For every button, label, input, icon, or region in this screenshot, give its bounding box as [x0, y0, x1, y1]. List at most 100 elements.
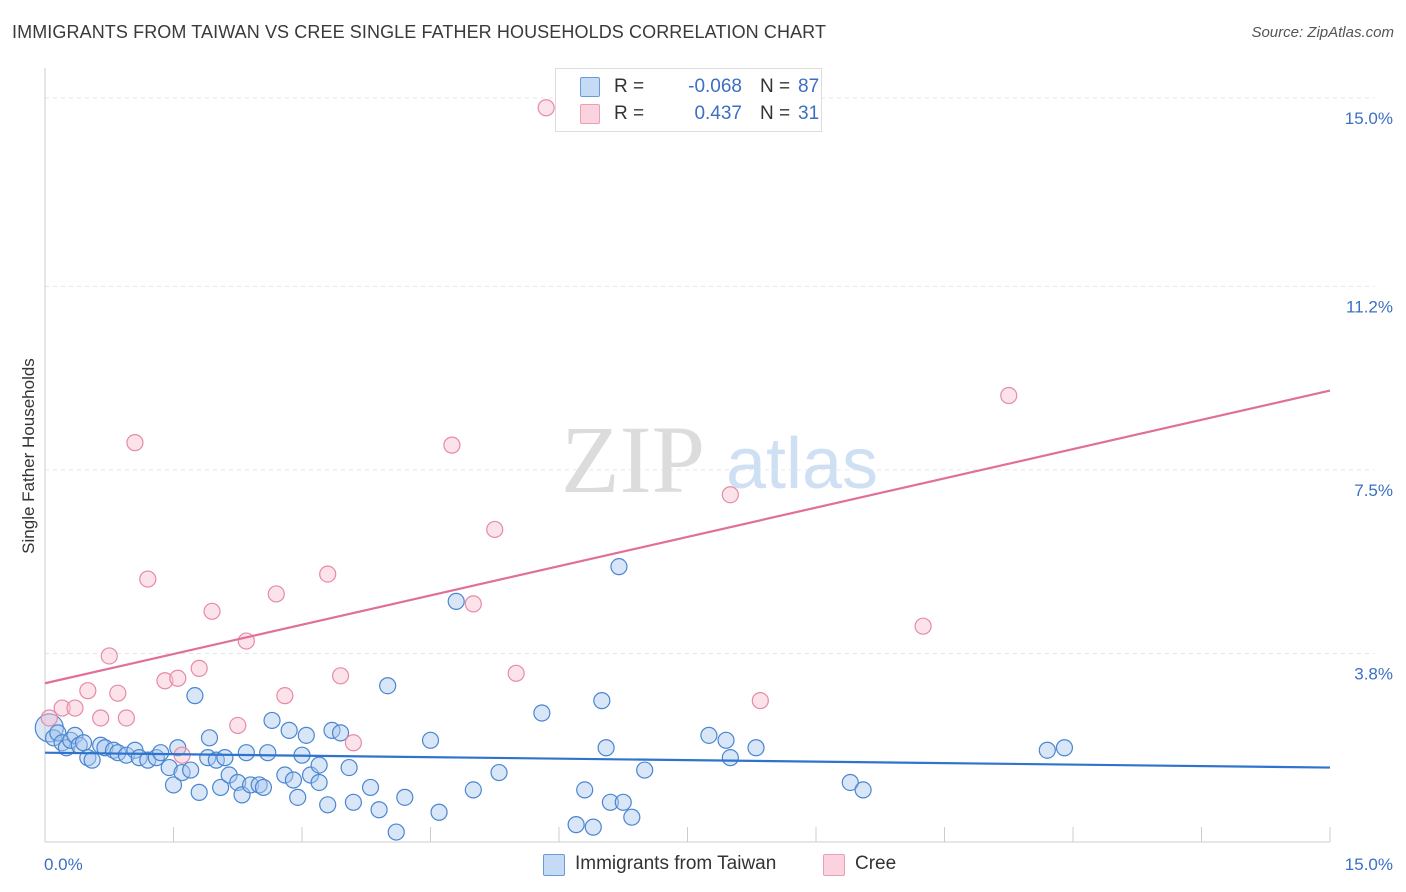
- grid: [45, 97, 1375, 654]
- tick-labels: 3.8% 7.5% 11.2% 15.0% 0.0% 15.0%: [44, 109, 1393, 874]
- data-point: [40, 709, 58, 727]
- watermark-atlas: atlas: [726, 424, 878, 504]
- data-point: [721, 486, 739, 504]
- data-point: [584, 818, 602, 836]
- data-point: [203, 602, 221, 620]
- r-label: R =: [614, 76, 645, 97]
- x-tick-label: 0.0%: [44, 855, 83, 874]
- legend-item-taiwan: Immigrants from Taiwan: [543, 852, 803, 876]
- data-point: [254, 778, 273, 797]
- y-tick-label: 11.2%: [1346, 297, 1393, 316]
- data-point: [190, 783, 208, 801]
- data-point: [567, 816, 585, 834]
- data-point: [276, 687, 294, 705]
- data-point: [636, 761, 654, 779]
- trend-line-taiwan: [44, 751, 1331, 769]
- x-tick-label: 15.0%: [1345, 855, 1393, 874]
- y-tick-label: 7.5%: [1354, 481, 1393, 500]
- data-point: [370, 801, 388, 819]
- chart-title: IMMIGRANTS FROM TAIWAN VS CREE SINGLE FA…: [12, 22, 827, 42]
- data-point: [576, 781, 594, 799]
- data-point: [237, 744, 255, 762]
- data-point: [1038, 741, 1056, 759]
- data-point: [344, 793, 362, 811]
- data-point: [126, 434, 144, 452]
- trend-line-cree: [44, 389, 1331, 685]
- data-point: [284, 771, 303, 789]
- data-point: [623, 808, 641, 826]
- data-point: [160, 758, 178, 777]
- data-point: [156, 672, 174, 690]
- correlation-stats-box: R = -0.068 N = 87 R = 0.437 N = 31: [555, 68, 822, 132]
- data-point: [182, 761, 200, 779]
- data-point: [263, 711, 281, 730]
- data-point: [421, 731, 440, 749]
- data-point: [841, 773, 859, 792]
- data-point: [74, 734, 93, 752]
- data-point: [1055, 739, 1074, 757]
- data-point: [92, 709, 110, 727]
- data-point: [721, 749, 739, 767]
- data-point: [310, 756, 328, 774]
- data-point: [447, 592, 465, 610]
- data-point: [186, 687, 204, 705]
- legend-label: Cree: [855, 853, 897, 874]
- n-value: 31: [798, 103, 820, 124]
- data-point: [319, 565, 337, 583]
- data-point: [533, 704, 551, 722]
- watermark-zip: ZIP: [561, 406, 705, 513]
- axes: [44, 68, 1331, 843]
- legend-swatch-pink: [823, 854, 845, 876]
- data-point: [169, 669, 187, 687]
- data-point: [443, 436, 461, 454]
- chart-source: Source: ZipAtlas.com: [1251, 24, 1394, 41]
- data-point: [1000, 386, 1018, 405]
- data-point: [854, 781, 872, 799]
- data-point: [340, 758, 358, 777]
- data-point: [361, 778, 380, 797]
- y-tick-label: 15.0%: [1345, 109, 1393, 128]
- data-point: [117, 746, 135, 764]
- y-axis-label: Single Father Households: [19, 358, 38, 554]
- n-value: 87: [798, 76, 820, 97]
- data-point: [216, 749, 234, 767]
- y-tick-label: 3.8%: [1354, 664, 1393, 683]
- data-point: [276, 766, 294, 784]
- data-point: [267, 585, 285, 603]
- data-point: [387, 823, 405, 841]
- data-point: [259, 744, 277, 762]
- legend-swatch-blue: [543, 854, 565, 876]
- data-point: [914, 617, 932, 635]
- data-point: [593, 692, 611, 710]
- data-point: [100, 647, 118, 665]
- legend-label: Immigrants from Taiwan: [575, 853, 777, 874]
- data-point: [430, 803, 448, 821]
- series-immigrants-from-taiwan: [34, 558, 1074, 841]
- r-value: -0.068: [688, 76, 742, 97]
- data-point: [212, 778, 230, 797]
- data-point: [152, 744, 170, 762]
- data-point: [164, 776, 183, 794]
- data-point: [344, 734, 362, 752]
- data-point: [700, 726, 718, 744]
- data-point: [490, 763, 508, 782]
- data-point: [200, 729, 219, 747]
- data-point: [190, 659, 208, 677]
- data-point: [396, 788, 414, 806]
- data-point: [117, 709, 135, 727]
- data-point: [49, 724, 67, 742]
- watermark: ZIP atlas: [561, 406, 878, 513]
- r-label: R =: [614, 103, 645, 124]
- data-point: [139, 570, 157, 588]
- n-label: N =: [760, 76, 791, 97]
- data-point: [464, 781, 482, 799]
- legend-item-cree: Cree: [823, 852, 913, 876]
- data-point: [297, 726, 315, 744]
- data-point: [289, 788, 307, 806]
- data-point: [53, 699, 71, 717]
- data-point: [610, 558, 628, 576]
- data-point: [79, 682, 97, 700]
- r-value: 0.437: [694, 103, 742, 124]
- data-point: [464, 595, 482, 613]
